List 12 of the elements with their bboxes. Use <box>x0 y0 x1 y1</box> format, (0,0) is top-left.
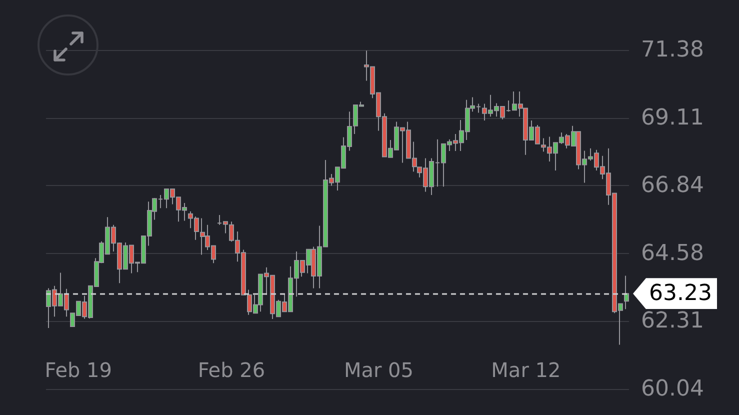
x-tick-label: Mar 05 <box>344 358 414 382</box>
y-tick-label: 66.84 <box>641 173 704 198</box>
candlestick <box>624 275 629 310</box>
x-tick-label: Feb 19 <box>44 358 112 382</box>
ref-line-label: 63.23 <box>633 278 717 310</box>
x-tick-label: Feb 26 <box>198 358 266 382</box>
y-tick-label: 64.58 <box>641 240 704 266</box>
y-tick-label: 69.11 <box>641 105 704 130</box>
y-tick-label: 60.04 <box>641 376 704 402</box>
y-tick-label: 62.31 <box>641 308 704 334</box>
x-tick-label: Mar 12 <box>491 358 561 382</box>
y-tick-label: 71.38 <box>641 38 704 62</box>
